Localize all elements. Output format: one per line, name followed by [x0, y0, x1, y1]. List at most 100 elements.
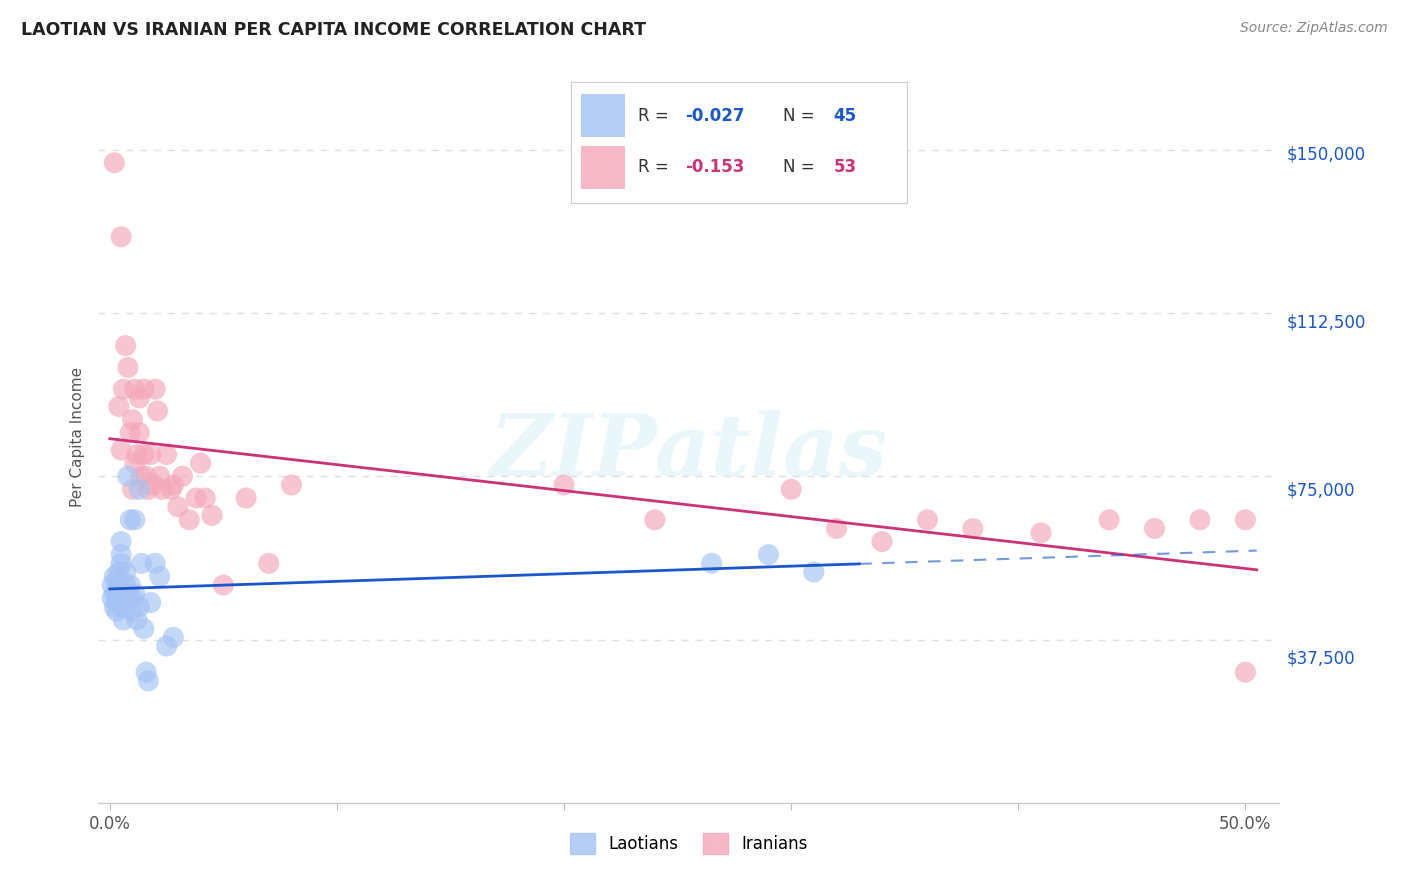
Point: [143, 382, 166, 396]
Point: [135, 665, 157, 680]
Point: [138, 673, 160, 688]
Point: [108, 400, 131, 414]
Point: [121, 483, 143, 497]
Point: [120, 513, 142, 527]
Point: [105, 574, 128, 588]
Point: [117, 587, 139, 601]
Y-axis label: Per Capita Income: Per Capita Income: [70, 367, 86, 508]
Point: [131, 557, 153, 571]
Point: [125, 448, 148, 462]
Point: [101, 578, 124, 592]
Point: [1143, 521, 1166, 535]
Point: [120, 578, 142, 592]
Point: [139, 448, 162, 462]
Point: [110, 599, 132, 614]
Point: [103, 569, 125, 583]
Point: [257, 557, 280, 571]
Point: [124, 513, 146, 527]
Point: [825, 521, 848, 535]
Point: [114, 565, 136, 579]
Point: [146, 404, 169, 418]
Point: [125, 613, 148, 627]
Point: [131, 469, 153, 483]
Point: [121, 604, 143, 618]
Point: [112, 595, 135, 609]
Point: [167, 500, 190, 514]
Point: [108, 578, 131, 592]
Point: [143, 557, 166, 571]
Point: [179, 513, 201, 527]
Point: [758, 548, 780, 562]
Point: [108, 591, 131, 606]
Point: [101, 591, 124, 606]
Point: [190, 456, 212, 470]
Point: [139, 595, 162, 609]
Point: [128, 425, 150, 440]
Point: [110, 548, 132, 562]
Point: [121, 591, 143, 606]
Point: [110, 557, 132, 571]
Point: [103, 599, 125, 614]
Point: [132, 448, 155, 462]
Text: Source: ZipAtlas.com: Source: ZipAtlas.com: [1240, 21, 1388, 35]
Point: [172, 469, 194, 483]
Point: [132, 382, 155, 396]
Point: [117, 360, 139, 375]
Point: [870, 534, 893, 549]
Point: [124, 382, 146, 396]
Point: [162, 478, 184, 492]
Point: [124, 587, 146, 601]
Text: LAOTIAN VS IRANIAN PER CAPITA INCOME CORRELATION CHART: LAOTIAN VS IRANIAN PER CAPITA INCOME COR…: [21, 21, 647, 38]
Point: [135, 469, 157, 483]
Point: [114, 578, 136, 592]
Point: [644, 513, 666, 527]
Point: [105, 604, 128, 618]
Point: [1188, 513, 1211, 527]
Point: [128, 599, 150, 614]
Point: [132, 622, 155, 636]
Point: [149, 569, 172, 583]
Point: [121, 412, 143, 426]
Point: [1234, 513, 1257, 527]
Point: [700, 557, 723, 571]
Point: [105, 587, 128, 601]
Point: [1029, 525, 1052, 540]
Point: [184, 491, 207, 505]
Point: [553, 478, 575, 492]
Point: [117, 469, 139, 483]
Point: [160, 483, 183, 497]
Point: [917, 513, 939, 527]
Point: [112, 382, 135, 396]
Point: [110, 534, 132, 549]
Point: [120, 425, 142, 440]
Point: [114, 338, 136, 352]
Point: [105, 595, 128, 609]
Point: [1234, 665, 1257, 680]
Point: [103, 587, 125, 601]
Point: [110, 587, 132, 601]
Point: [128, 391, 150, 405]
Point: [124, 456, 146, 470]
Point: [212, 578, 235, 592]
Legend: Laotians, Iranians: Laotians, Iranians: [564, 827, 814, 860]
Point: [235, 491, 257, 505]
Point: [112, 613, 135, 627]
Point: [803, 565, 825, 579]
Point: [108, 565, 131, 579]
Point: [201, 508, 224, 523]
Point: [142, 478, 165, 492]
Point: [1098, 513, 1121, 527]
Point: [780, 483, 803, 497]
Point: [150, 483, 173, 497]
Point: [110, 229, 132, 244]
Point: [280, 478, 302, 492]
Point: [194, 491, 217, 505]
Point: [162, 631, 184, 645]
Point: [128, 483, 150, 497]
Point: [155, 448, 177, 462]
Point: [155, 639, 177, 653]
Point: [108, 582, 131, 597]
Point: [110, 443, 132, 458]
Point: [149, 469, 172, 483]
Point: [103, 155, 125, 169]
